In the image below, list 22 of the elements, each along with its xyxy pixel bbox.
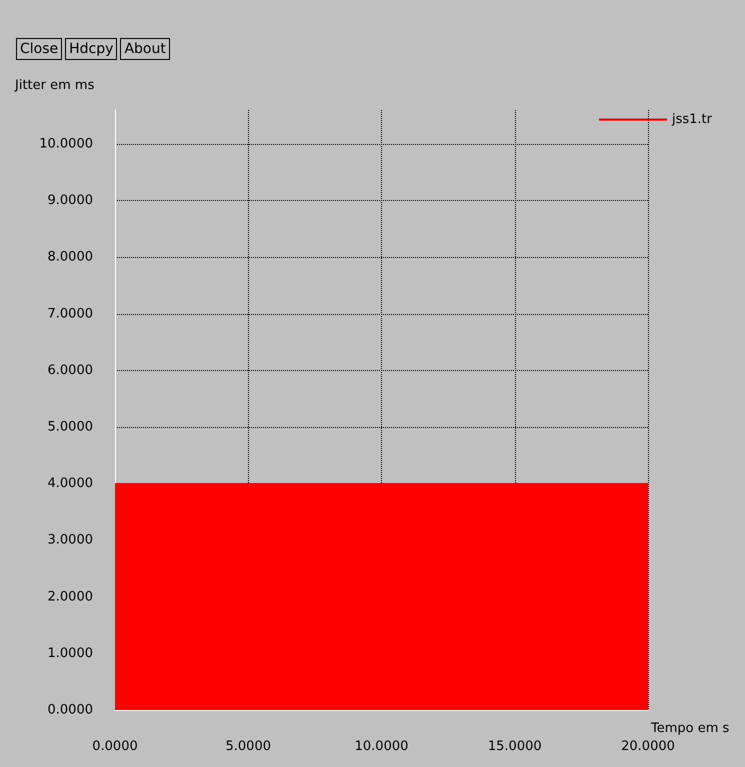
x-tick-label: 15.0000 [488,739,542,754]
y-tick-label: 9.0000 [48,193,93,208]
y-tick-label: 10.0000 [39,136,93,152]
text: jss1.tr [670,112,713,127]
x-tick-label: 5.0000 [226,739,271,754]
y-tick-label: 2.0000 [48,589,93,604]
y-tick-label: 7.0000 [48,306,93,322]
y-tick-label: 8.0000 [48,250,93,265]
y-tick-label: 0.0000 [48,702,93,718]
y-tick-label: 3.0000 [48,532,93,548]
text: Hdcpy [65,38,118,60]
y-tick-label: 1.0000 [48,646,93,661]
x-tick-label: 10.0000 [354,739,408,754]
y-axis-title: Jitter em ms [14,78,95,93]
x-axis-title: Tempo em s [650,721,730,736]
text: Close [16,38,62,60]
y-tick-label: 5.0000 [48,419,93,434]
x-tick-label: 0.0000 [92,739,138,754]
text: About [120,38,170,60]
y-tick-label: 6.0000 [48,362,93,378]
y-tick-label: 4.0000 [48,476,93,492]
x-tick-label: 20.0000 [621,739,675,754]
